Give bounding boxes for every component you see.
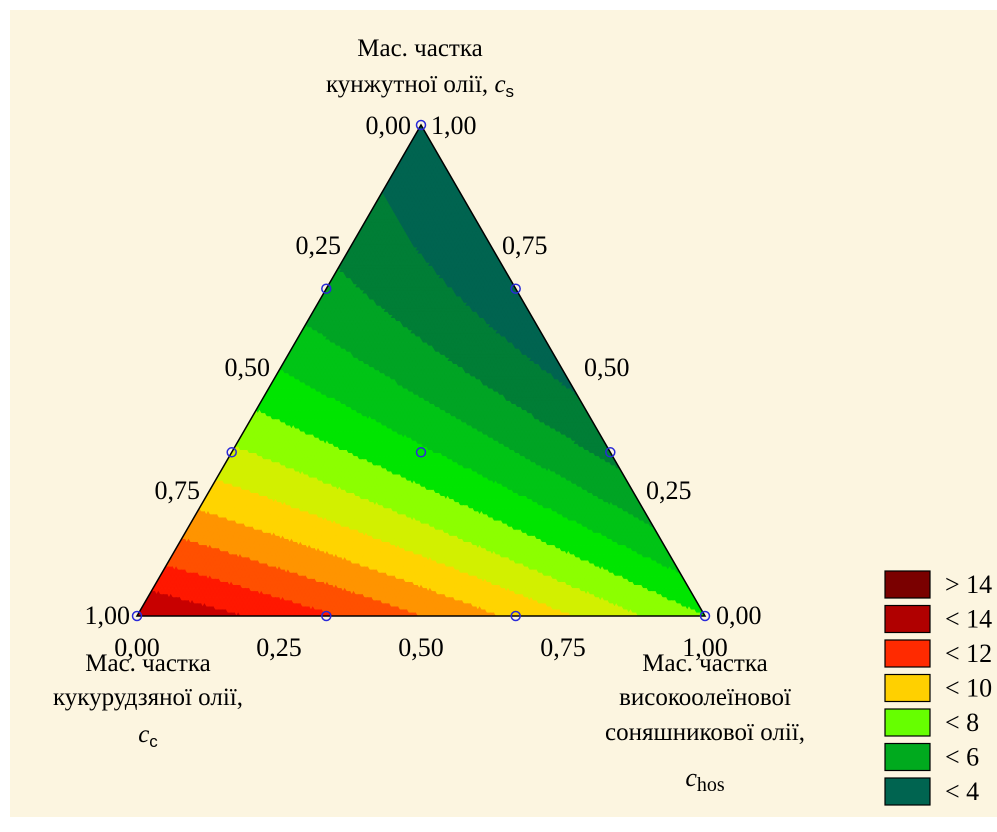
legend: > 14 < 14 < 12 < 10 < 8 < 6 < 4 [884,570,992,806]
right-tick-3: 0,75 [502,231,548,260]
legend-swatch-2 [884,639,931,668]
right-axis-title-line2: високоолеїнової [619,684,791,711]
right-axis-title-line1: Мас. частка [642,650,767,677]
legend-label-4: < 8 [945,708,979,737]
design-point-8 [510,610,521,622]
legend-swatch-4 [884,708,931,737]
design-point-0 [415,119,427,131]
legend-label-2: < 12 [945,639,992,668]
left-axis-title-line1: Мас. частка [85,650,210,677]
bottom-tick-1: 0,25 [256,633,302,662]
left-tick-3: 0,75 [155,476,201,505]
bottom-tick-3: 0,75 [540,633,586,662]
right-axis-symbol: chos [685,763,725,796]
legend-swatch-5 [884,742,931,772]
design-point-7 [321,610,332,622]
legend-label-1: < 14 [945,605,992,634]
legend-label-6: < 4 [945,777,979,806]
legend-swatch-0 [884,570,931,599]
design-point-3 [321,283,332,294]
legend-label-0: > 14 [945,570,992,599]
right-tick-4: 1,00 [431,111,477,140]
left-axis-symbol: cc [138,721,158,751]
legend-label-5: < 6 [945,743,979,772]
contour-plot [136,124,706,617]
left-tick-2: 0,50 [225,353,271,382]
top-axis-title-line2: кунжутної олії, cs [326,71,514,101]
top-axis-title-line1: Мас. частка [357,35,482,62]
bottom-tick-4: 1,00 [682,633,728,662]
bottom-tick-0: 0,00 [114,633,160,662]
right-axis-title-line3: соняшникової олії, [605,719,805,746]
design-point-4 [510,283,521,294]
triangle-outline [135,123,707,617]
left-axis-title-line2: кукурудзяної олії, [53,684,243,711]
legend-swatch-3 [884,673,931,703]
legend-label-3: < 10 [945,674,992,703]
right-tick-0: 0,00 [716,601,762,630]
design-points [131,119,711,622]
left-tick-4: 1,00 [85,601,131,630]
design-point-9 [415,447,427,458]
bottom-tick-2: 0,50 [398,633,444,662]
apex-tick-left: 0,00 [366,111,412,140]
right-tick-1: 0,25 [646,476,692,505]
design-point-5 [226,447,237,458]
design-point-1 [131,610,143,622]
design-point-2 [699,610,711,622]
legend-swatch-6 [884,777,931,806]
legend-swatch-1 [884,604,931,634]
right-tick-2: 0,50 [584,353,630,382]
left-tick-1: 0,25 [296,231,342,260]
design-point-6 [605,447,616,458]
